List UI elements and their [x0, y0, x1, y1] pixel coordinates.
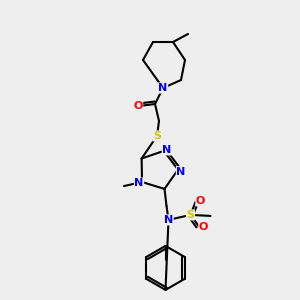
- Text: S: S: [187, 210, 194, 220]
- Text: S: S: [153, 131, 161, 141]
- Text: O: O: [199, 222, 208, 232]
- Text: O: O: [196, 196, 205, 206]
- Text: N: N: [162, 145, 172, 155]
- Text: N: N: [176, 167, 186, 177]
- Text: N: N: [164, 215, 173, 225]
- Text: N: N: [158, 83, 168, 93]
- Text: N: N: [134, 178, 144, 188]
- Text: O: O: [133, 101, 143, 111]
